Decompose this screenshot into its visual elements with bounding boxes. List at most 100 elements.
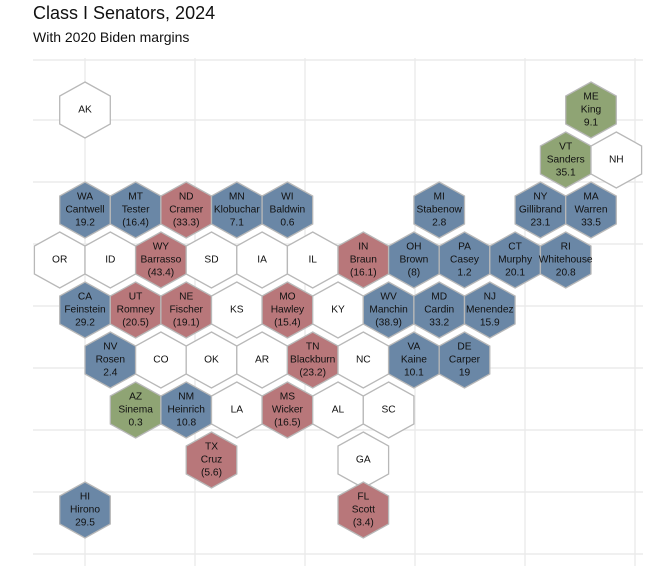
state-hex-ct: CT Murphy 20.1 [489, 231, 542, 289]
state-hex-mn: MN Klobuchar 7.1 [210, 181, 263, 239]
state-hex-ma: MA Warren 33.5 [565, 181, 617, 239]
hex-shape [539, 231, 592, 289]
state-abbr-label: MO [279, 292, 295, 303]
hex-shape [413, 181, 466, 239]
state-abbr-label: ND [179, 192, 194, 203]
state-hex-nj: NJ Menendez 15.9 [463, 281, 516, 339]
state-abbr-label: SC [382, 405, 396, 416]
biden-margin-label: (15.4) [274, 318, 301, 329]
biden-margin-label: 29.2 [75, 318, 95, 329]
biden-margin-label: (38.9) [375, 318, 402, 329]
biden-margin-label: (8) [408, 268, 420, 279]
state-hex-mt: MT Tester (16.4) [109, 181, 162, 239]
state-hex-in: IN Braun (16.1) [337, 231, 390, 289]
state-abbr-label: AZ [129, 392, 142, 403]
state-abbr-label: NH [609, 155, 624, 166]
state-abbr-label: NC [356, 355, 371, 366]
senator-name-label: Feinstein [64, 305, 105, 316]
biden-margin-label: (16.4) [122, 218, 149, 229]
senator-name-label: Braun [350, 255, 377, 266]
state-hex-md: MD Cardin 33.2 [413, 281, 466, 339]
state-abbr-label: DE [457, 342, 471, 353]
state-abbr-label: KY [331, 305, 345, 316]
biden-margin-label: 20.8 [556, 268, 576, 279]
hex-shape [337, 481, 390, 539]
hex-shape [362, 381, 415, 439]
state-hex-ks: KS [210, 281, 263, 339]
biden-margin-label: (43.4) [148, 268, 175, 279]
state-abbr-label: WA [77, 192, 93, 203]
state-abbr-label: AR [255, 355, 269, 366]
state-abbr-label: WY [153, 242, 170, 253]
state-abbr-label: VA [407, 342, 420, 353]
senator-name-label: Gillibrand [519, 205, 562, 216]
biden-margin-label: (3.4) [353, 518, 374, 529]
state-hex-ga: GA [337, 431, 390, 489]
state-hex-il: IL [286, 231, 339, 289]
state-abbr-label: NM [178, 392, 194, 403]
state-abbr-label: TX [205, 442, 218, 453]
biden-margin-label: (23.2) [299, 368, 326, 379]
state-hex-de: DE Carper 19 [438, 331, 491, 389]
senator-name-label: Murphy [498, 255, 533, 266]
state-hex-ny: NY Gillibrand 23.1 [514, 181, 567, 239]
state-hex-oh: OH Brown (8) [387, 231, 440, 289]
hex-shape [185, 431, 238, 489]
senator-name-label: Sinema [118, 405, 153, 416]
state-abbr-label: CO [153, 355, 168, 366]
state-abbr-label: IA [257, 255, 267, 266]
state-abbr-label: OK [204, 355, 219, 366]
biden-margin-label: 1.2 [457, 268, 471, 279]
biden-margin-label: 2.4 [103, 368, 117, 379]
biden-margin-label: (33.3) [173, 218, 200, 229]
state-hex-pa: PA Casey 1.2 [438, 231, 491, 289]
biden-margin-label: 33.5 [581, 218, 601, 229]
senator-name-label: Cantwell [65, 205, 104, 216]
senator-name-label: Sanders [547, 155, 585, 166]
state-abbr-label: ME [583, 92, 598, 103]
senator-name-label: Carper [449, 355, 481, 366]
senator-name-label: Hirono [70, 505, 100, 516]
state-hexes: AK ME King 9.1 VT Sanders 35.1 NH WA Cantwell 19.2… [33, 81, 643, 539]
state-hex-va: VA Kaine 10.1 [387, 331, 440, 389]
biden-margin-label: 35.1 [556, 168, 576, 179]
hex-shape [59, 481, 111, 539]
state-hex-ne: NE Fischer (19.1) [160, 281, 213, 339]
state-abbr-label: TN [306, 342, 320, 353]
senator-name-label: Rosen [96, 355, 125, 366]
senator-name-label: Wicker [272, 405, 304, 416]
senator-name-label: Cardin [424, 305, 454, 316]
state-abbr-label: KS [230, 305, 244, 316]
biden-margin-label: 23.1 [530, 218, 550, 229]
senator-name-label: Romney [117, 305, 156, 316]
state-hex-az: AZ Sinema 0.3 [109, 381, 162, 439]
state-abbr-label: IL [308, 255, 317, 266]
hex-shape [463, 281, 516, 339]
senator-name-label: Tester [122, 205, 150, 216]
state-hex-ar: AR [236, 331, 289, 389]
biden-margin-label: 0.6 [280, 218, 294, 229]
biden-margin-label: 20.1 [505, 268, 525, 279]
biden-margin-label: (19.1) [173, 318, 200, 329]
senator-name-label: Hawley [271, 305, 305, 316]
senator-name-label: Kaine [401, 355, 427, 366]
state-hex-co: CO [134, 331, 187, 389]
biden-margin-label: (5.6) [201, 468, 222, 479]
state-abbr-label: CA [78, 292, 92, 303]
biden-margin-label: 29.5 [75, 518, 95, 529]
state-hex-sc: SC [362, 381, 415, 439]
biden-margin-label: 7.1 [230, 218, 244, 229]
state-hex-ia: IA [236, 231, 289, 289]
state-hex-ri: RI Whitehouse 20.8 [539, 231, 593, 289]
chart-title: Class I Senators, 2024 [33, 3, 216, 23]
state-abbr-label: WI [281, 192, 293, 203]
state-hex-nv: NV Rosen 2.4 [84, 331, 137, 389]
hex-shape [261, 181, 314, 239]
state-hex-ok: OK [185, 331, 238, 389]
state-hex-hi: HI Hirono 29.5 [59, 481, 111, 539]
senator-name-label: King [581, 105, 602, 116]
state-hex-tn: TN Blackburn (23.2) [286, 331, 339, 389]
state-abbr-label: MI [434, 192, 445, 203]
state-abbr-label: OR [52, 255, 67, 266]
